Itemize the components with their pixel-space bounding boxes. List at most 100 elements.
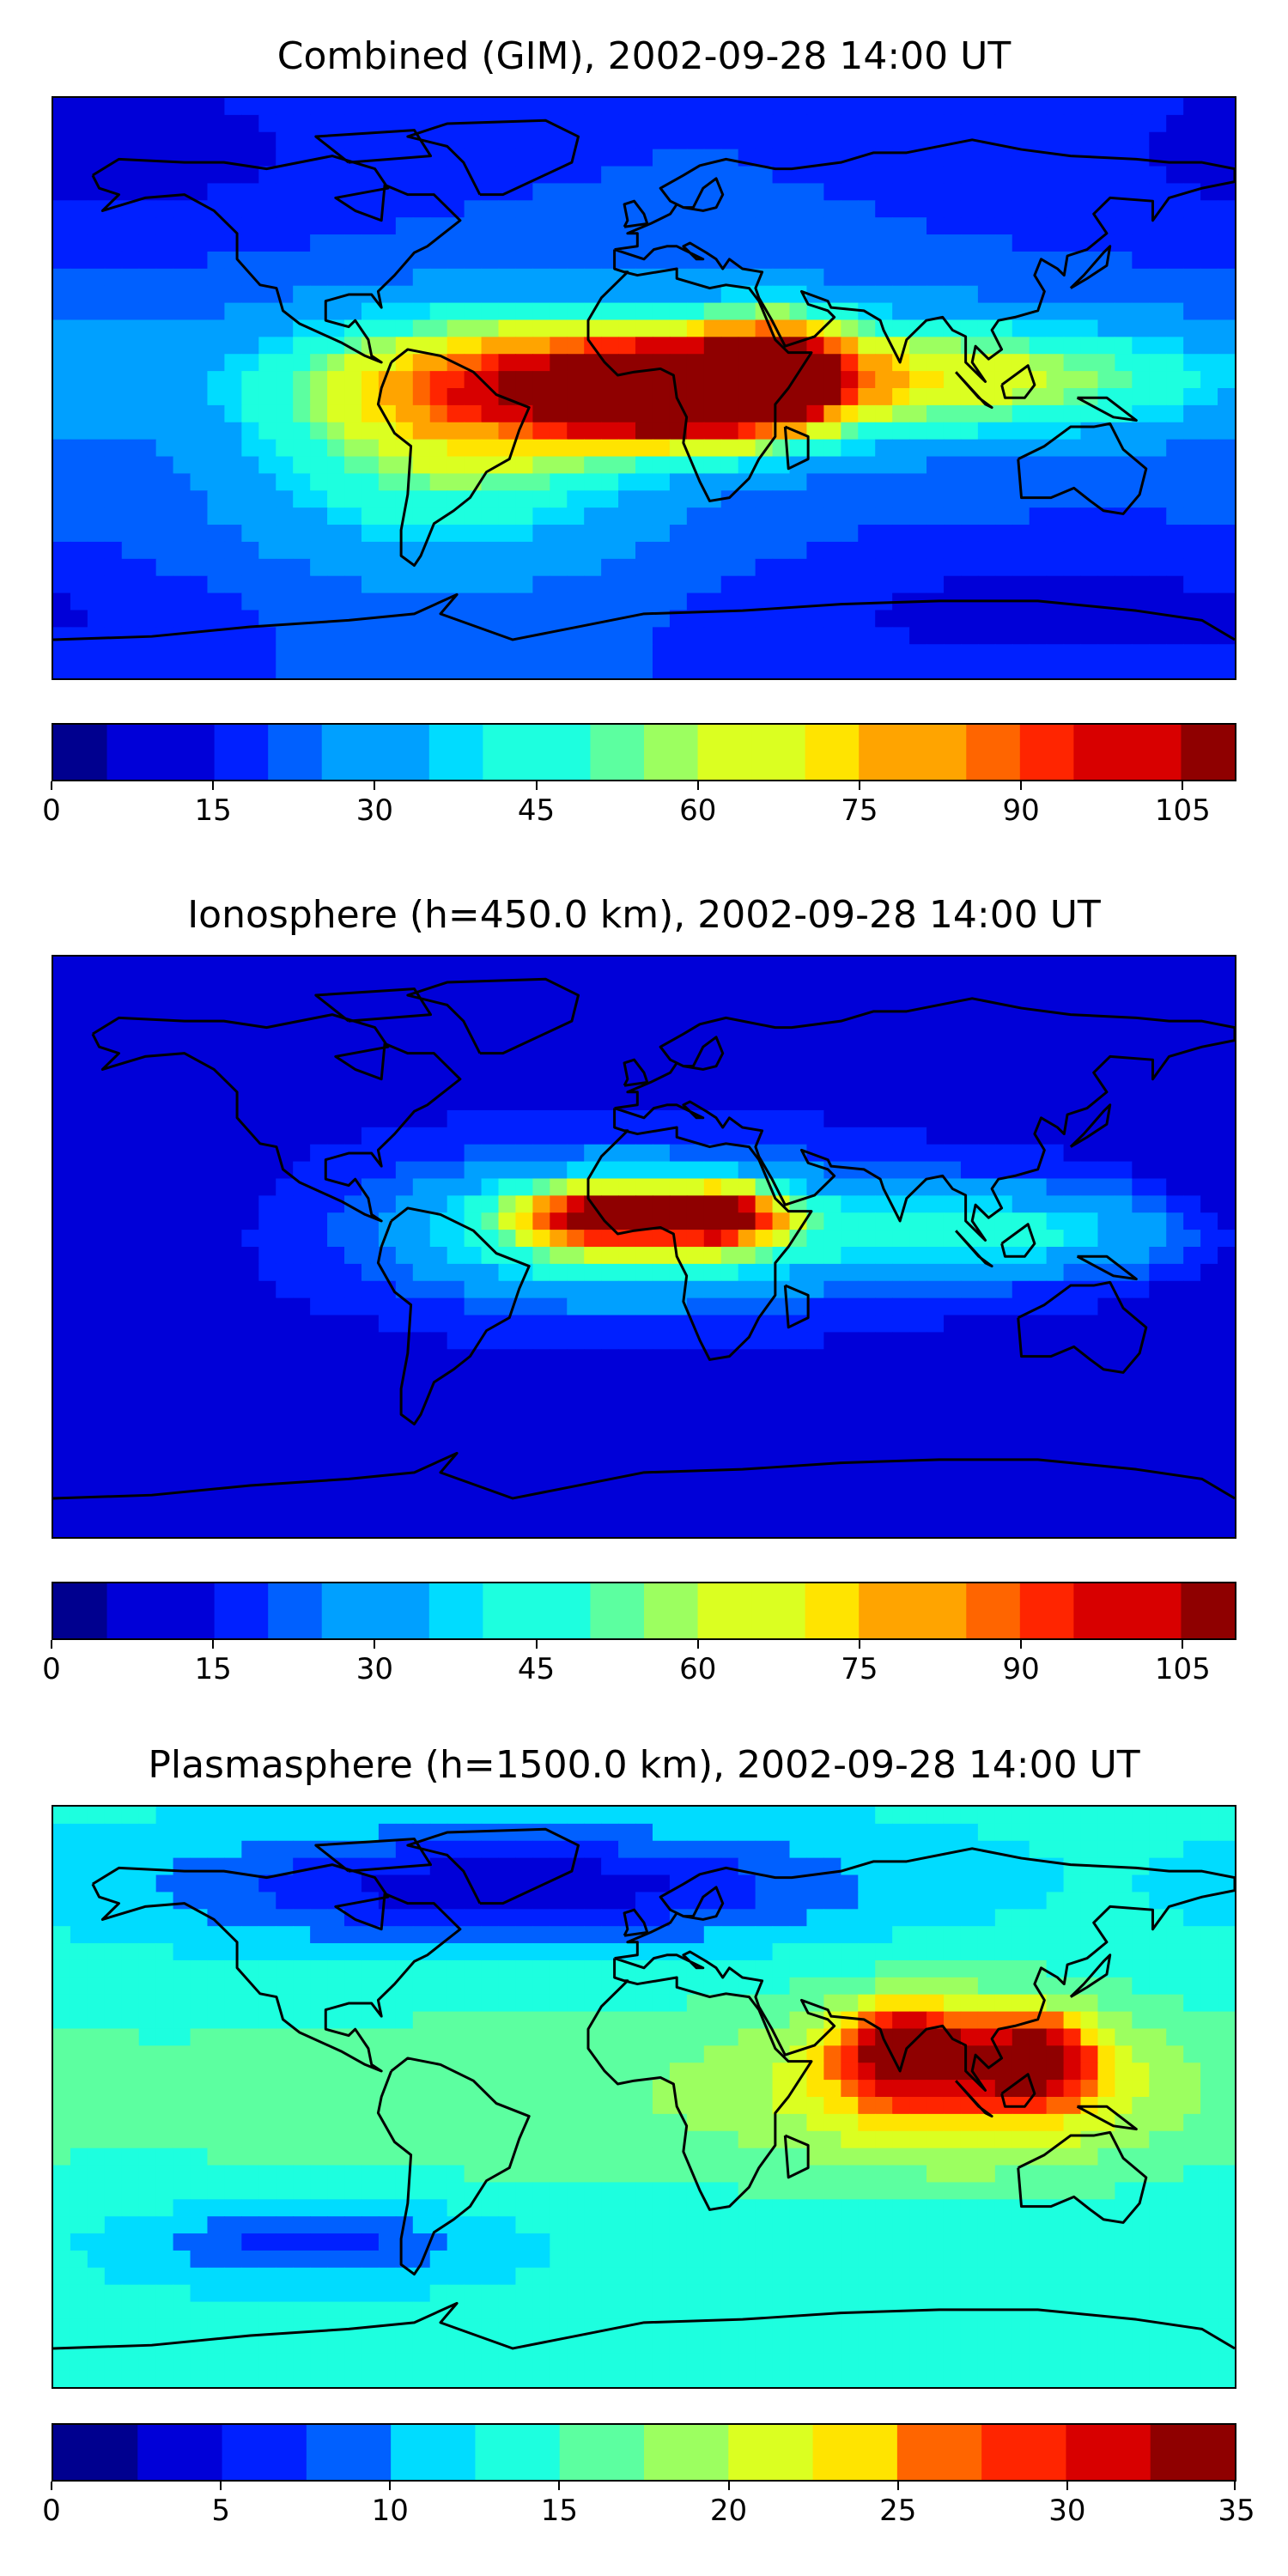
field-cell bbox=[789, 200, 808, 218]
field-cell bbox=[224, 1468, 242, 1486]
field-cell bbox=[1029, 661, 1048, 678]
field-cell bbox=[190, 575, 209, 594]
field-cell bbox=[1115, 1520, 1133, 1537]
field-cell bbox=[1200, 1247, 1218, 1265]
field-cell bbox=[70, 507, 88, 526]
field-cell bbox=[53, 973, 71, 992]
field-cell bbox=[1200, 439, 1218, 458]
field-cell bbox=[515, 114, 533, 133]
field-cell bbox=[104, 490, 123, 508]
field-cell bbox=[173, 1280, 191, 1299]
field-cell bbox=[464, 1161, 483, 1180]
field-cell bbox=[1097, 661, 1116, 678]
field-cell bbox=[481, 456, 500, 475]
coastline bbox=[623, 1058, 649, 1087]
field-cell bbox=[121, 234, 140, 252]
field-cell bbox=[447, 234, 465, 252]
field-cell bbox=[823, 541, 841, 560]
field-cell bbox=[789, 388, 808, 406]
field-cell bbox=[977, 1178, 996, 1196]
field-cell bbox=[1200, 957, 1218, 975]
field-cell bbox=[241, 1178, 259, 1196]
field-cell bbox=[806, 1042, 824, 1060]
field-cell bbox=[87, 1417, 106, 1436]
field-cell bbox=[1218, 183, 1235, 201]
field-cell bbox=[669, 302, 688, 321]
colorbar-tick-label: 60 bbox=[679, 793, 717, 828]
field-cell bbox=[806, 1400, 824, 1419]
field-cell bbox=[207, 1840, 226, 1859]
field-cell bbox=[241, 1383, 259, 1401]
field-cell bbox=[395, 1434, 414, 1453]
field-cell bbox=[875, 1823, 893, 1842]
field-cell bbox=[550, 1042, 568, 1060]
field-cell bbox=[1012, 627, 1030, 645]
field-cell bbox=[532, 973, 550, 992]
field-cell bbox=[138, 541, 157, 560]
field-cell bbox=[310, 1076, 328, 1094]
field-cell bbox=[618, 1144, 636, 1163]
field-cell bbox=[892, 1332, 910, 1350]
field-cell bbox=[841, 1195, 859, 1213]
field-cell bbox=[327, 217, 345, 235]
field-cell bbox=[567, 1195, 585, 1213]
field-cell bbox=[652, 1451, 671, 1470]
field-cell bbox=[293, 285, 311, 304]
field-cell bbox=[224, 1263, 242, 1282]
field-cell bbox=[395, 627, 414, 645]
field-cell bbox=[994, 1178, 1013, 1196]
field-cell bbox=[429, 217, 448, 235]
field-cell bbox=[121, 302, 140, 321]
field-cell bbox=[1080, 957, 1099, 975]
coastline bbox=[376, 348, 531, 568]
field-cell bbox=[1080, 1297, 1099, 1316]
field-cell bbox=[395, 98, 414, 116]
field-cell bbox=[841, 456, 859, 475]
field-cell bbox=[909, 1485, 927, 1504]
field-cell bbox=[1080, 1161, 1099, 1180]
field-cell bbox=[378, 217, 397, 235]
field-cell bbox=[960, 149, 979, 167]
field-cell bbox=[258, 990, 276, 1009]
field-cell bbox=[1029, 388, 1048, 406]
field-cell bbox=[241, 354, 259, 372]
field-cell bbox=[1012, 1315, 1030, 1334]
field-cell bbox=[293, 1503, 311, 1521]
field-cell bbox=[464, 1297, 483, 1316]
field-cell bbox=[378, 1315, 397, 1334]
field-cell bbox=[429, 1434, 448, 1453]
field-cell bbox=[789, 285, 808, 304]
field-cell bbox=[53, 1195, 71, 1213]
field-cell bbox=[515, 627, 533, 645]
field-cell bbox=[960, 166, 979, 185]
field-cell bbox=[841, 302, 859, 321]
field-cell bbox=[567, 473, 585, 491]
field-cell bbox=[276, 661, 294, 678]
field-cell bbox=[738, 1280, 756, 1299]
field-cell bbox=[395, 525, 414, 543]
colorbar-segment bbox=[1019, 725, 1075, 780]
field-cell bbox=[224, 525, 242, 543]
field-cell bbox=[1012, 1503, 1030, 1521]
field-cell bbox=[1080, 183, 1099, 201]
field-cell bbox=[1046, 439, 1065, 458]
field-cell bbox=[1012, 990, 1030, 1009]
field-cell bbox=[686, 1332, 705, 1350]
field-cell bbox=[224, 973, 242, 992]
field-cell bbox=[550, 234, 568, 252]
field-cell bbox=[1183, 1807, 1201, 1825]
field-cell bbox=[960, 507, 979, 526]
field-cell bbox=[104, 1076, 123, 1094]
field-cell bbox=[858, 1840, 876, 1859]
field-cell bbox=[994, 285, 1013, 304]
field-cell bbox=[567, 131, 585, 150]
field-cell bbox=[652, 490, 671, 508]
field-cell bbox=[121, 957, 140, 975]
field-cell bbox=[412, 627, 431, 645]
field-cell bbox=[429, 1007, 448, 1026]
field-cell bbox=[1200, 1297, 1218, 1316]
field-cell bbox=[276, 1315, 294, 1334]
field-cell bbox=[412, 1161, 431, 1180]
field-cell bbox=[703, 404, 722, 423]
field-cell bbox=[481, 131, 500, 150]
